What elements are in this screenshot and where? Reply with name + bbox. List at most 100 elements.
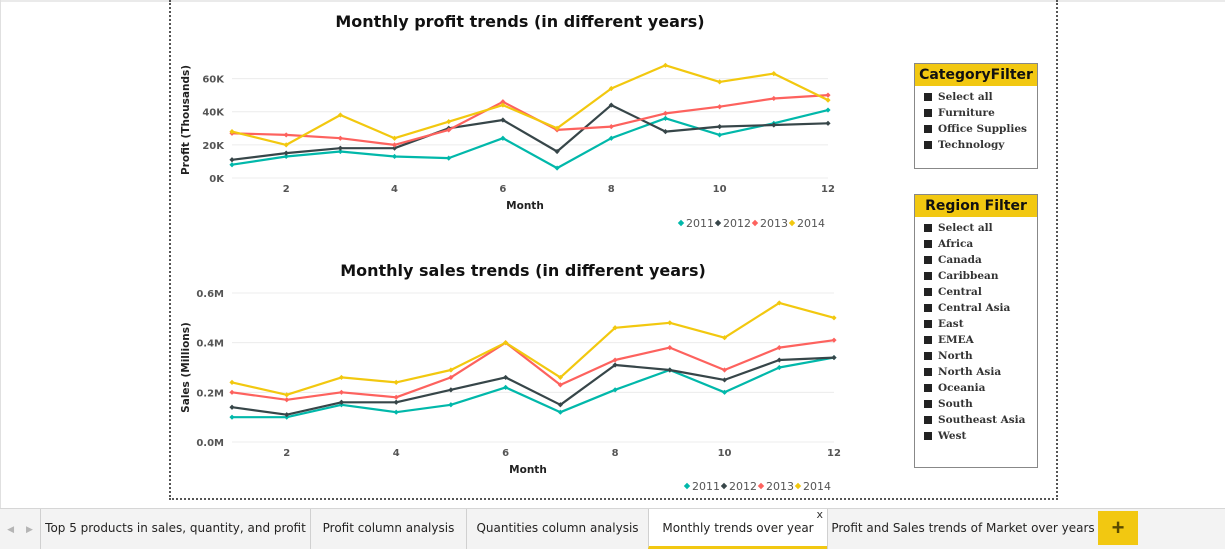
data-point-2014[interactable]: [771, 71, 777, 77]
data-point-2013[interactable]: [284, 397, 290, 403]
region-filter-item[interactable]: EMEA: [924, 332, 1037, 348]
data-point-2012[interactable]: [717, 124, 723, 130]
data-point-2014[interactable]: [831, 315, 837, 321]
data-point-2011[interactable]: [391, 153, 398, 160]
sales-line-chart[interactable]: Monthly sales trends (in different years…: [175, 255, 855, 500]
checkbox-icon[interactable]: [924, 93, 932, 101]
data-point-2011[interactable]: [393, 409, 399, 415]
close-tab-icon[interactable]: x: [816, 509, 823, 521]
series-line-2013[interactable]: [231, 94, 829, 146]
region-filter-item[interactable]: Central: [924, 284, 1037, 300]
data-point-2012[interactable]: [667, 367, 673, 373]
data-point-2014[interactable]: [554, 125, 560, 131]
data-point-2013[interactable]: [776, 345, 782, 351]
category-filter-item[interactable]: Technology: [924, 137, 1037, 153]
data-point-2012[interactable]: [612, 362, 618, 368]
checkbox-icon[interactable]: [924, 240, 932, 248]
legend-entry[interactable]: 2013: [760, 217, 788, 230]
data-point-2012[interactable]: [771, 122, 777, 128]
category-filter-item[interactable]: Office Supplies: [924, 121, 1037, 137]
data-point-2012[interactable]: [283, 150, 289, 156]
series-line-2011[interactable]: [231, 109, 829, 170]
checkbox-icon[interactable]: [924, 141, 932, 149]
data-point-2014[interactable]: [229, 129, 235, 135]
data-point-2013[interactable]: [608, 124, 614, 130]
data-point-2013[interactable]: [612, 357, 618, 363]
data-point-2014[interactable]: [338, 374, 345, 381]
data-point-2012[interactable]: [337, 145, 343, 151]
data-point-2013[interactable]: [831, 337, 837, 343]
data-point-2011[interactable]: [717, 132, 723, 138]
checkbox-icon[interactable]: [924, 109, 932, 117]
checkbox-icon[interactable]: [924, 432, 932, 440]
data-point-2011[interactable]: [229, 162, 235, 168]
series-line-2011[interactable]: [232, 356, 835, 419]
checkbox-icon[interactable]: [924, 304, 932, 312]
series-line-2012[interactable]: [231, 103, 829, 161]
region-filter-item[interactable]: West: [924, 428, 1037, 444]
data-point-2013[interactable]: [338, 389, 345, 395]
checkbox-icon[interactable]: [924, 352, 932, 360]
category-filter-item[interactable]: Furniture: [924, 105, 1037, 121]
checkbox-icon[interactable]: [924, 272, 932, 280]
data-point-2013[interactable]: [825, 92, 831, 98]
data-point-2014[interactable]: [612, 325, 618, 331]
data-point-2014[interactable]: [662, 62, 669, 68]
legend-entry[interactable]: 2012: [729, 480, 757, 493]
region-filter-item[interactable]: Central Asia: [924, 300, 1037, 316]
data-point-2014[interactable]: [717, 79, 723, 85]
data-point-2014[interactable]: [284, 392, 290, 398]
data-point-2014[interactable]: [448, 367, 454, 373]
series-line-2013[interactable]: [231, 339, 835, 401]
data-point-2012[interactable]: [831, 354, 837, 361]
data-point-2012[interactable]: [662, 129, 669, 135]
checkbox-icon[interactable]: [924, 320, 932, 328]
data-point-2014[interactable]: [229, 379, 235, 385]
data-point-2014[interactable]: [391, 135, 398, 141]
region-filter-item[interactable]: Canada: [924, 252, 1037, 268]
region-filter-item[interactable]: South: [924, 396, 1037, 412]
data-point-2011[interactable]: [608, 135, 614, 141]
legend-entry[interactable]: 2013: [766, 480, 794, 493]
data-point-2012[interactable]: [229, 157, 235, 163]
series-line-2012[interactable]: [231, 356, 835, 416]
region-filter-item[interactable]: North Asia: [924, 364, 1037, 380]
legend-entry[interactable]: 2014: [803, 480, 831, 493]
data-point-2012[interactable]: [776, 357, 782, 363]
region-filter-item[interactable]: Southeast Asia: [924, 412, 1037, 428]
checkbox-icon[interactable]: [924, 384, 932, 392]
add-page-button[interactable]: +: [1098, 511, 1138, 545]
data-point-2014[interactable]: [393, 379, 399, 385]
data-point-2012[interactable]: [391, 145, 398, 151]
tab-monthly-trends[interactable]: Monthly trends over year x: [648, 509, 827, 549]
checkbox-icon[interactable]: [924, 400, 932, 408]
checkbox-icon[interactable]: [924, 368, 932, 376]
data-point-2011[interactable]: [500, 135, 506, 141]
data-point-2013[interactable]: [448, 374, 454, 381]
region-filter-item[interactable]: East: [924, 316, 1037, 332]
data-point-2012[interactable]: [554, 148, 560, 155]
series-line-2014[interactable]: [231, 301, 835, 396]
data-point-2012[interactable]: [229, 404, 235, 410]
data-point-2012[interactable]: [825, 120, 831, 126]
tab-quantities-column-analysis[interactable]: Quantities column analysis: [466, 509, 648, 549]
data-point-2013[interactable]: [446, 127, 452, 133]
region-filter-item[interactable]: Africa: [924, 236, 1037, 252]
data-point-2014[interactable]: [446, 119, 452, 125]
legend-entry[interactable]: 2011: [692, 480, 720, 493]
checkbox-icon[interactable]: [924, 288, 932, 296]
data-point-2013[interactable]: [717, 104, 723, 110]
data-point-2012[interactable]: [500, 117, 506, 123]
scroll-left-icon[interactable]: ◀: [7, 523, 14, 534]
data-point-2014[interactable]: [500, 102, 506, 108]
data-point-2011[interactable]: [554, 165, 560, 171]
data-point-2014[interactable]: [825, 97, 831, 103]
data-point-2011[interactable]: [557, 409, 563, 415]
data-point-2013[interactable]: [391, 142, 398, 148]
data-point-2014[interactable]: [608, 85, 614, 92]
data-point-2012[interactable]: [608, 102, 614, 108]
checkbox-icon[interactable]: [924, 256, 932, 264]
data-point-2013[interactable]: [771, 95, 777, 102]
data-point-2014[interactable]: [337, 112, 343, 118]
checkbox-icon[interactable]: [924, 336, 932, 344]
